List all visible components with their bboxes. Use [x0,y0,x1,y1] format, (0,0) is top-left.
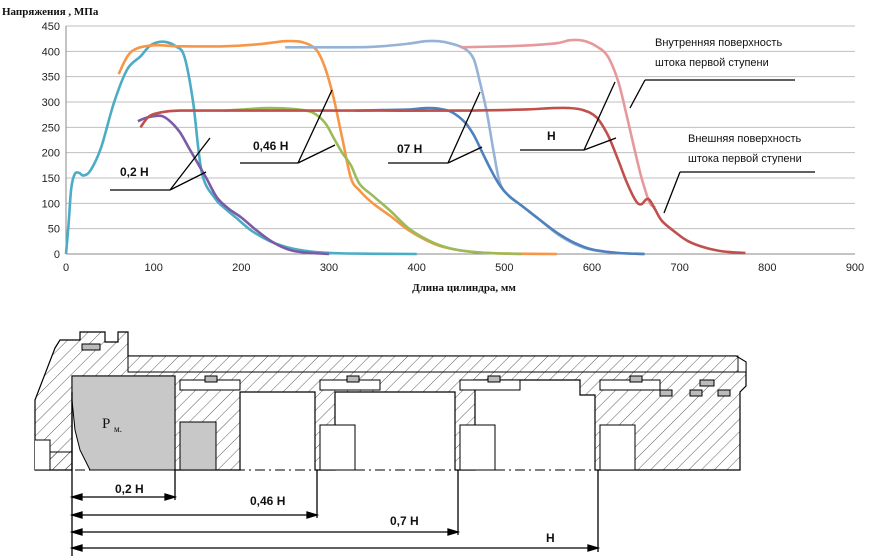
dim-label-0.46H: 0,46 Н [250,494,285,508]
x-tick-label: 900 [846,262,864,274]
x-tick-label: 500 [495,262,513,274]
y-tick-label: 200 [42,148,60,160]
series-line-outer-0.7 [355,106,645,256]
callout-0.46H: 0,46 Н [240,89,336,164]
callout-label-0.46H: 0,46 Н [253,139,288,153]
callout-label-H: Н [547,129,556,143]
callout-label-0.2H: 0,2 Н [120,165,149,179]
outer-surface-line2: штока первой ступени [688,153,802,165]
inner-surface-line1: Внутренняя поверхность [655,37,782,49]
y-tick-label: 0 [54,249,60,261]
x-tick-label: 700 [670,262,688,274]
y-tick-label: 300 [42,97,60,109]
stage-rings [81,343,731,471]
chart-grid [65,25,855,255]
stress-chart: Напряжения , МПа 0 50 100 150 200 250 300 350 40… [2,6,864,294]
x-tick-label: 300 [320,262,338,274]
pressure-subscript: м. [114,424,122,434]
x-tick-label: 600 [583,262,601,274]
callout-H: Н [520,81,617,151]
y-tick-label: 100 [42,198,60,210]
x-tick-label: 0 [63,262,69,274]
callout-0.7H: 07 Н [388,91,483,164]
y-tick-label: 400 [42,46,60,58]
dim-label-0.2H: 0,2 Н [115,482,144,496]
x-tick-labels: 0 100 200 300 400 500 600 700 800 900 [63,262,864,274]
pressure-pocket [179,421,217,471]
x-tick-label: 800 [758,262,776,274]
y-tick-labels: 0 50 100 150 200 250 300 350 400 450 [42,21,60,261]
series-line-outer-H [139,106,746,255]
cylinder-section-drawing: Р м. 0,2 Н 0,46 Н 0,7 Н Н [34,331,747,556]
callout-label-0.7H: 07 Н [397,142,422,156]
inner-surface-line2: штока первой ступени [655,57,769,69]
dim-label-0.7H: 0,7 Н [390,514,419,528]
dim-label-H: Н [546,531,555,545]
pressure-chamber [71,375,176,471]
series-line-outer-0.2 [137,114,330,256]
series-line-inner-H [460,38,656,209]
y-tick-label: 350 [42,72,60,84]
outer-surface-line1: Внешняя поверхность [688,133,802,145]
chart-series [64,38,746,256]
left-cap-detail [35,439,51,471]
x-tick-label: 100 [144,262,162,274]
y-tick-label: 450 [42,21,60,33]
series-line-outer-0.46 [223,106,522,256]
x-axis-title: Длина цилиндра, мм [412,282,516,294]
callout-0.2H: 0,2 Н [110,137,211,191]
callout-outer-surface: Внешняя поверхность штока первой ступени [663,133,815,214]
callout-inner-surface: Внутренняя поверхность штока первой ступ… [629,37,795,109]
pressure-label: Р [102,416,110,432]
y-axis-title: Напряжения , МПа [2,6,99,18]
x-tick-label: 200 [232,262,250,274]
y-tick-label: 150 [42,173,60,185]
outer-wall-hatch [127,355,739,373]
y-tick-label: 250 [42,122,60,134]
y-tick-label: 50 [48,224,60,236]
dimension-lines [69,392,601,556]
x-tick-label: 400 [407,262,425,274]
left-cap-hatch [50,451,73,471]
